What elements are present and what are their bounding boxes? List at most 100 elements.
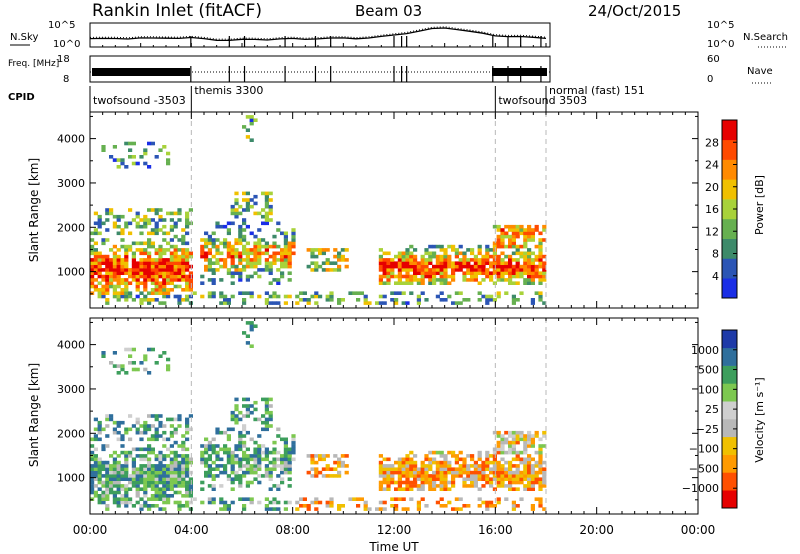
power-cell <box>454 301 459 305</box>
velocity-cell <box>405 470 410 475</box>
velocity-cell <box>329 497 334 501</box>
power-cell <box>527 254 532 259</box>
velocity-cell <box>508 434 513 438</box>
velocity-cell <box>226 474 231 478</box>
velocity-cell <box>283 470 288 475</box>
power-cell <box>101 221 106 226</box>
power-cell <box>162 145 167 149</box>
velocity-cell <box>515 434 520 438</box>
velocity-cell <box>101 497 106 501</box>
time-tick-label: 00:00 <box>73 523 108 537</box>
power-cell <box>93 251 98 256</box>
power-cell <box>447 244 452 249</box>
velocity-cell <box>401 507 406 511</box>
power-cell <box>329 261 334 265</box>
velocity-cell <box>109 470 114 475</box>
power-cell <box>504 278 509 282</box>
power-cell <box>147 165 152 169</box>
velocity-cell <box>101 484 106 488</box>
velocity-cell <box>519 470 524 475</box>
power-cell <box>242 248 247 252</box>
velocity-cell <box>333 454 338 458</box>
velocity-cell <box>185 474 190 478</box>
velocity-cell <box>105 434 110 438</box>
velocity-cell <box>93 484 98 488</box>
velocity-cell <box>378 460 383 465</box>
velocity-cell <box>223 504 228 508</box>
velocity-cell <box>139 470 144 475</box>
power-cell <box>101 278 106 282</box>
velocity-cell <box>397 470 402 475</box>
velocity-cell <box>207 497 212 501</box>
velocity-cell <box>397 457 402 462</box>
power-cell <box>242 198 247 202</box>
power-cell <box>321 261 326 265</box>
power-cell <box>245 248 250 252</box>
power-cell <box>226 268 231 272</box>
velocity-cell <box>511 470 516 475</box>
power-cell <box>405 278 410 282</box>
power-cell <box>219 241 224 246</box>
velocity-cell <box>97 464 102 468</box>
velocity-cell <box>245 484 250 488</box>
power-cell <box>386 268 391 272</box>
power-cell <box>409 278 414 282</box>
xaxis-label: Time UT <box>368 540 419 554</box>
velocity-cell <box>185 500 190 505</box>
power-cell <box>310 261 315 265</box>
power-cell <box>215 221 220 226</box>
velocity-cell <box>124 467 129 471</box>
power-cell <box>162 268 167 272</box>
velocity-cell <box>306 507 311 511</box>
power-cell <box>435 278 440 282</box>
power-cell <box>143 281 148 285</box>
velocity-cell <box>485 457 490 462</box>
velocity-cell <box>177 454 182 458</box>
power-cell <box>154 298 159 302</box>
power-cell <box>283 241 288 246</box>
power-cell <box>515 228 520 232</box>
velocity-cell <box>508 480 513 485</box>
power-cell <box>405 254 410 259</box>
velocity-cell <box>473 464 478 468</box>
power-cell <box>185 264 190 269</box>
velocity-cell <box>530 477 535 481</box>
velocity-cell <box>447 467 452 471</box>
velocity-cell <box>105 484 110 488</box>
power-cell <box>109 261 114 265</box>
power-cell <box>245 224 250 229</box>
velocity-cell <box>181 467 186 471</box>
power-cell <box>173 221 178 226</box>
velocity-cell <box>511 447 516 452</box>
power-cell <box>416 281 421 285</box>
power-colorbar-segment <box>722 179 737 200</box>
velocity-cell <box>428 450 433 455</box>
velocity-cell <box>295 500 300 505</box>
power-cell <box>470 274 475 279</box>
power-cell <box>386 271 391 275</box>
velocity-cell <box>435 467 440 471</box>
power-cell <box>245 251 250 256</box>
power-cell <box>420 268 425 272</box>
power-cell <box>162 224 167 229</box>
power-cell <box>261 238 266 242</box>
velocity-cell <box>477 504 482 508</box>
power-cell <box>120 271 125 275</box>
power-cell <box>147 244 152 249</box>
velocity-cell <box>321 457 326 462</box>
power-cell <box>500 228 505 232</box>
velocity-cell <box>454 497 459 501</box>
velocity-cell <box>287 464 292 468</box>
velocity-cell <box>462 457 467 462</box>
power-cell <box>435 261 440 265</box>
power-cell <box>428 281 433 285</box>
power-cell <box>280 264 285 269</box>
power-cell <box>401 268 406 272</box>
velocity-cell <box>154 484 159 488</box>
power-cell <box>511 264 516 269</box>
velocity-cell <box>162 480 167 485</box>
power-cell <box>264 241 269 246</box>
velocity-cell <box>249 467 254 471</box>
power-cell <box>211 291 216 295</box>
power-cell <box>310 254 315 259</box>
